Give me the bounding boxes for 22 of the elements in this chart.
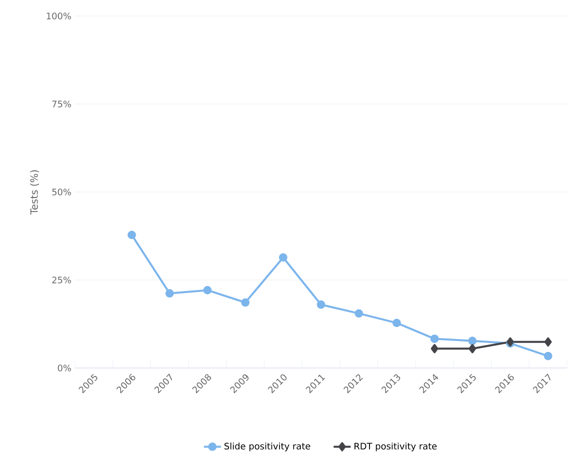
point: [278, 253, 288, 262]
point: [316, 300, 326, 309]
y-tick-label: 100%: [46, 12, 71, 20]
point: [241, 298, 250, 307]
point: [165, 289, 174, 298]
y-tick-label: 50%: [52, 188, 71, 196]
point: [544, 352, 552, 360]
legend-label: RDT positivity rate: [354, 442, 437, 452]
y-tick-label: 0%: [58, 364, 71, 372]
legend-label: Slide positivity rate: [224, 442, 310, 452]
point: [203, 286, 212, 294]
point: [354, 309, 364, 318]
point: [544, 337, 552, 347]
y-tick-label: 75%: [52, 100, 71, 108]
point: [430, 334, 439, 343]
y-axis-title: Tests (%): [30, 170, 40, 215]
point: [128, 230, 136, 240]
point: [392, 318, 401, 328]
point: [468, 336, 477, 346]
y-tick-label: 25%: [52, 276, 71, 284]
point: [430, 344, 438, 354]
point: [468, 344, 476, 354]
